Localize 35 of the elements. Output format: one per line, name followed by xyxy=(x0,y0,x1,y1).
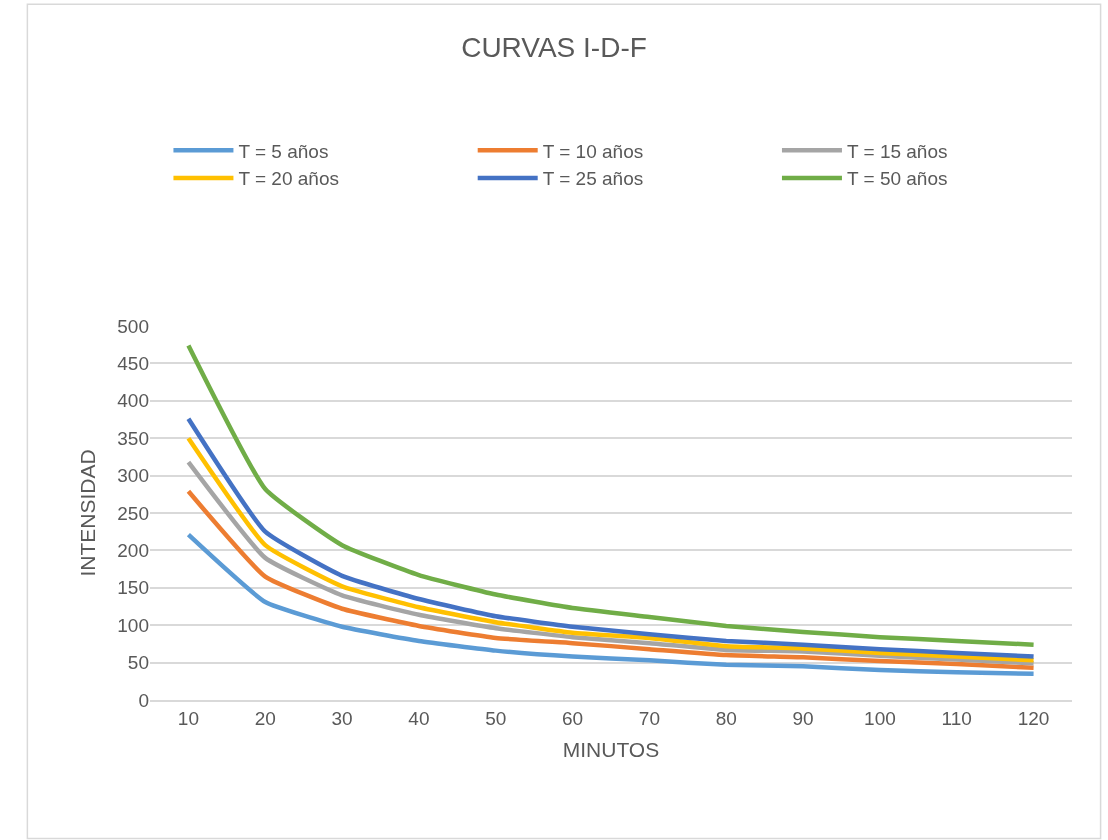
y-tick-label: 250 xyxy=(117,502,149,524)
y-tick-label: 350 xyxy=(117,427,149,449)
line-series xyxy=(186,489,1036,671)
y-tick-label: 50 xyxy=(127,652,149,674)
y-tick-label: 500 xyxy=(117,315,149,337)
line-series xyxy=(186,343,1036,647)
legend-label: T = 25 años xyxy=(542,168,644,190)
y-tick-label: 200 xyxy=(117,540,149,562)
y-axis-title: INTENSIDAD xyxy=(76,449,100,577)
x-tick-label: 50 xyxy=(485,707,507,729)
y-tick-label: 300 xyxy=(117,465,149,487)
x-tick-label: 20 xyxy=(254,707,276,729)
x-tick-label: 120 xyxy=(1017,707,1050,729)
x-tick-label: 30 xyxy=(331,707,353,729)
y-tick-label: 150 xyxy=(117,577,149,599)
x-tick-label: 70 xyxy=(638,707,660,729)
x-tick-label: 10 xyxy=(177,707,199,729)
x-axis-title: MINUTOS xyxy=(562,738,660,762)
x-tick-label: 80 xyxy=(715,707,737,729)
x-tick-label: 90 xyxy=(792,707,814,729)
y-tick-label: 450 xyxy=(117,353,149,375)
y-tick-label: 400 xyxy=(117,390,149,412)
legend-label: T = 50 años xyxy=(846,168,948,190)
x-tick-label: 60 xyxy=(562,707,584,729)
legend-label: T = 5 años xyxy=(238,140,329,162)
legend-label: T = 10 años xyxy=(542,140,644,162)
line-series xyxy=(186,532,1036,677)
y-tick-label: 100 xyxy=(117,614,149,636)
chart-title: CURVAS I-D-F xyxy=(461,32,647,64)
y-tick-label: 0 xyxy=(138,689,149,711)
x-tick-label: 110 xyxy=(941,707,972,729)
x-tick-label: 100 xyxy=(864,707,896,729)
x-tick-label: 40 xyxy=(408,707,430,729)
legend-label: T = 15 años xyxy=(846,140,948,162)
legend-label: T = 20 años xyxy=(238,168,339,190)
